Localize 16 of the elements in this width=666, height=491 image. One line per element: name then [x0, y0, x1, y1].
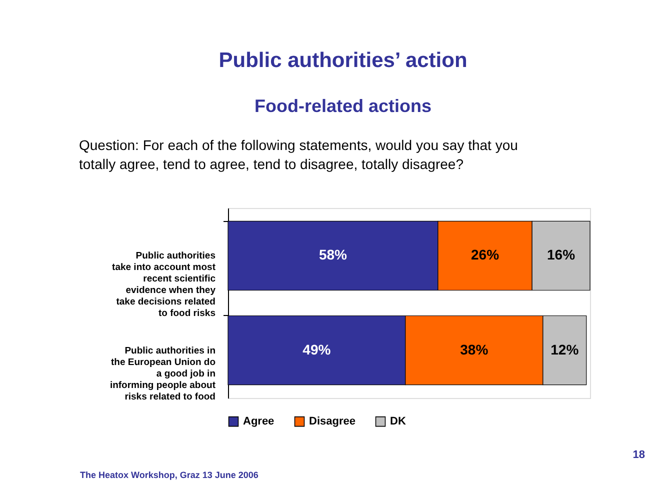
- legend-label: Agree: [243, 416, 274, 428]
- y-tick-label: Public authorities take into account most recent scientific evidence when they take decisions related to food risks: [112, 250, 216, 320]
- text: The Heatox Workshop, Graz 13 June 2006: [80, 470, 258, 480]
- data-label: 12%: [550, 341, 580, 358]
- legend-label: DK: [390, 416, 406, 428]
- y-tick-label: Public authorities in the European Union do a good job in informing people about risks related to food: [110, 345, 216, 402]
- chart-title: Public authorities’ action: [218, 49, 468, 72]
- data-label: 49%: [302, 341, 332, 358]
- data-label: 58%: [318, 246, 348, 263]
- data-label: 38%: [460, 341, 489, 358]
- data-label: 16%: [547, 246, 576, 263]
- legend-label: Disagree: [309, 416, 356, 428]
- data-label: 26%: [471, 246, 500, 263]
- text: 18: [632, 449, 645, 461]
- chart-subtitle: Food-related actions: [254, 96, 432, 116]
- text: Question: For each of the following statements, would you say that you totally agree, tend to agree, tend to disagree, totally disagree?: [79, 137, 518, 172]
